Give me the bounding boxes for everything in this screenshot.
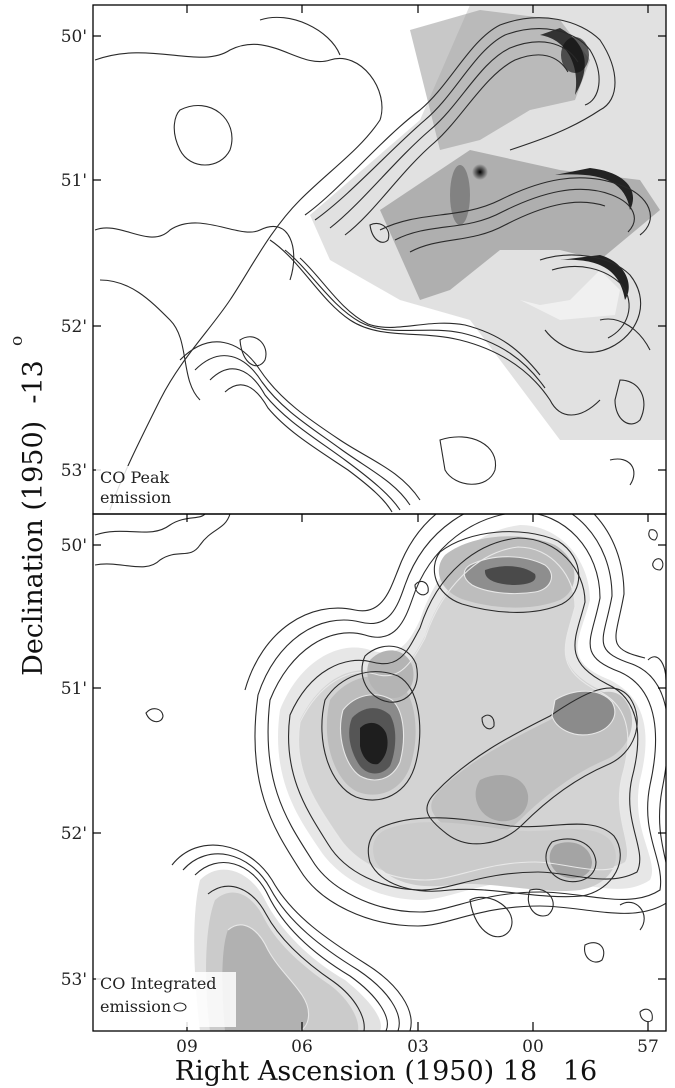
ytick-bottom-52: 52' <box>61 824 87 844</box>
integrated-emission-fill <box>194 525 653 1031</box>
ytick-top-51: 51' <box>61 171 87 191</box>
panel-label-bottom-line2: emission <box>100 997 171 1016</box>
xtick-57: 57 <box>637 1037 659 1057</box>
top-panel <box>94 5 666 513</box>
bottom-panel-frame <box>92 513 667 1032</box>
panel-label-top-line2: emission <box>100 488 171 507</box>
ytick-top-50: 50' <box>61 27 87 47</box>
beam-marker <box>173 1002 187 1012</box>
ytick-top-53: 53' <box>61 461 87 481</box>
panel-label-top-line1: CO Peak <box>100 468 170 487</box>
xtick-00: 00 <box>522 1037 544 1057</box>
xtick-06: 06 <box>291 1037 313 1057</box>
x-axis-title: Right Ascension (1950) 18 16 <box>175 1056 597 1087</box>
ytick-bottom-51: 51' <box>61 679 87 699</box>
xtick-03: 03 <box>407 1037 429 1057</box>
y-axis-title: Declination (1950) -13 <box>18 360 49 676</box>
ytick-top-52: 52' <box>61 317 87 337</box>
optical-image-overlay <box>310 5 666 440</box>
contours-top <box>94 16 651 513</box>
ytick-bottom-50: 50' <box>61 536 87 556</box>
contours-bottom <box>94 514 666 1031</box>
bottom-panel <box>94 514 666 1031</box>
xtick-09: 09 <box>176 1037 198 1057</box>
ytick-bottom-53: 53' <box>61 970 87 990</box>
panel-label-bottom-line1: CO Integrated <box>100 974 217 993</box>
y-axis-degree-symbol: o <box>7 336 27 346</box>
